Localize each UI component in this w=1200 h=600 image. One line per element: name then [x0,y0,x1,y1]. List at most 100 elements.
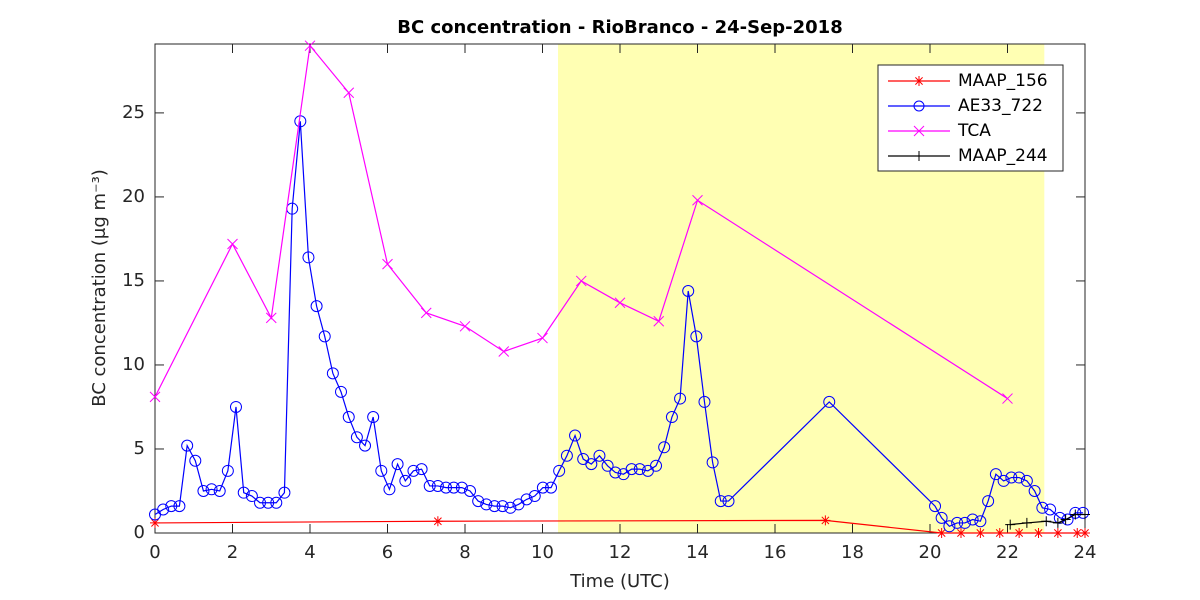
data-point [929,500,942,513]
data-point [488,500,501,513]
data-point [343,87,355,99]
data-point [593,449,606,462]
data-point [820,515,831,526]
data-point [173,500,186,513]
y-tick-label: 10 [122,354,145,375]
data-point [625,463,638,476]
y-tick-label: 20 [122,186,145,207]
data-point [601,459,614,472]
data-point [181,439,194,452]
data-point [213,485,226,497]
data-point [658,441,671,454]
data-point [237,486,250,499]
data-point [265,312,277,324]
data-point [165,500,178,513]
data-point [229,401,242,413]
x-tick-label: 10 [531,542,554,563]
data-point [227,238,238,250]
y-tick-label: 15 [122,270,145,291]
legend-label: AE33_722 [958,96,1043,116]
data-point [407,464,420,477]
data-point [498,346,510,357]
data-point [956,528,966,538]
data-point [1080,509,1090,520]
data-point [304,40,316,52]
x-tick-label: 16 [764,542,787,563]
data-point [935,511,948,524]
data-point [520,493,533,506]
data-point [1072,528,1083,538]
data-point [560,449,573,462]
data-point [431,480,444,492]
data-point [420,307,432,319]
data-point [1069,506,1082,519]
data-point [1036,501,1049,514]
data-point [982,495,995,507]
legend-label: MAAP_244 [958,146,1048,166]
x-tick-label: 22 [996,542,1019,563]
data-point [335,385,348,398]
x-tick-label: 18 [841,542,864,563]
data-point [951,517,964,529]
data-point [455,481,468,494]
data-point [350,431,363,444]
x-tick-label: 12 [609,542,632,563]
data-point [294,115,307,128]
data-point [205,483,218,496]
data-point [464,485,477,497]
y-tick-label: 0 [134,522,145,543]
data-point [545,481,558,494]
data-point [245,490,258,502]
data-point [1013,471,1026,484]
data-point [966,513,979,526]
data-point [150,517,160,528]
chart-title: BC concentration - RioBranco - 24-Sep-20… [397,17,842,38]
legend: MAAP_156 AE33_722 TCA MAAP_244 [877,64,1064,172]
data-point [286,202,299,215]
data-point [537,332,548,344]
data-point [1044,503,1057,516]
data-point [650,459,663,472]
data-point [504,501,517,514]
data-point [575,275,587,287]
data-point [994,528,1005,538]
data-point [1061,513,1074,526]
data-point [423,480,436,492]
data-point [1033,528,1044,538]
data-point [690,330,703,343]
data-point [706,456,719,469]
data-point [359,439,372,452]
data-point [1002,393,1013,404]
data-point [270,496,283,509]
legend-label: TCA [957,121,991,141]
data-point [415,463,428,476]
data-point [391,458,404,471]
data-point [1070,509,1081,520]
data-point [382,258,393,270]
data-point [674,392,687,405]
data-point [447,481,460,494]
data-point [1028,485,1041,497]
legend-box [877,64,1064,172]
data-point [633,463,646,476]
data-point [936,528,947,538]
data-point [472,495,485,507]
y-tick-label: 25 [122,102,145,123]
data-point [528,490,541,502]
data-point [1080,528,1090,538]
data-point [440,481,453,494]
data-point [1014,528,1025,538]
data-point [318,330,331,343]
data-point [714,495,727,507]
data-point [974,515,987,528]
data-point [480,498,493,511]
data-point [1077,506,1090,519]
data-point [1060,514,1071,525]
data-point [375,464,388,477]
data-point [367,411,380,423]
legend-marker [914,151,924,161]
data-point [1005,519,1016,530]
data-point [197,485,210,497]
data-point [989,468,1002,481]
